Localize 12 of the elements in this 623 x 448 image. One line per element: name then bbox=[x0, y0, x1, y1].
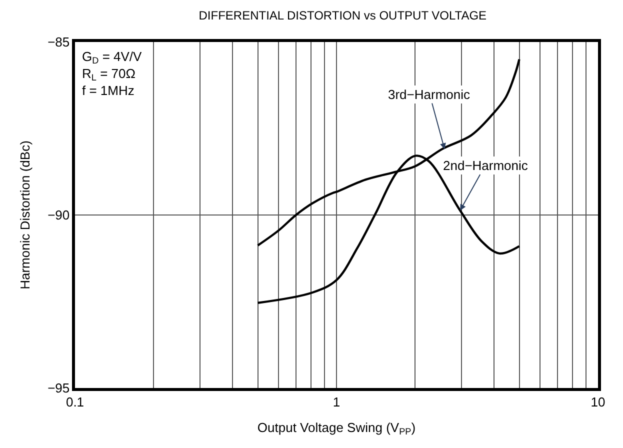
chart-title: DIFFERENTIAL DISTORTION vs OUTPUT VOLTAGE bbox=[198, 8, 487, 23]
x-tick-label: 1 bbox=[332, 394, 340, 410]
annotation: 3rd−Harmonic bbox=[388, 87, 471, 102]
y-tick-label: −95 bbox=[48, 380, 70, 396]
y-tick-label: −90 bbox=[48, 208, 70, 223]
x-tick-label: 10 bbox=[590, 394, 606, 410]
annotation: G$_{D}$ = 4V/V R$_{L}$ = 70Ω f = 1MHz bbox=[82, 49, 142, 98]
y-axis-title: Harmonic Distortion (dBc) bbox=[18, 140, 33, 290]
annotation: 2nd−Harmonic bbox=[443, 158, 528, 173]
x-tick-label: 0.1 bbox=[66, 394, 84, 410]
y-tick-label: −85 bbox=[48, 34, 70, 50]
x-axis-title: Output Voltage Swing (V$_{PP}$) bbox=[257, 420, 416, 437]
